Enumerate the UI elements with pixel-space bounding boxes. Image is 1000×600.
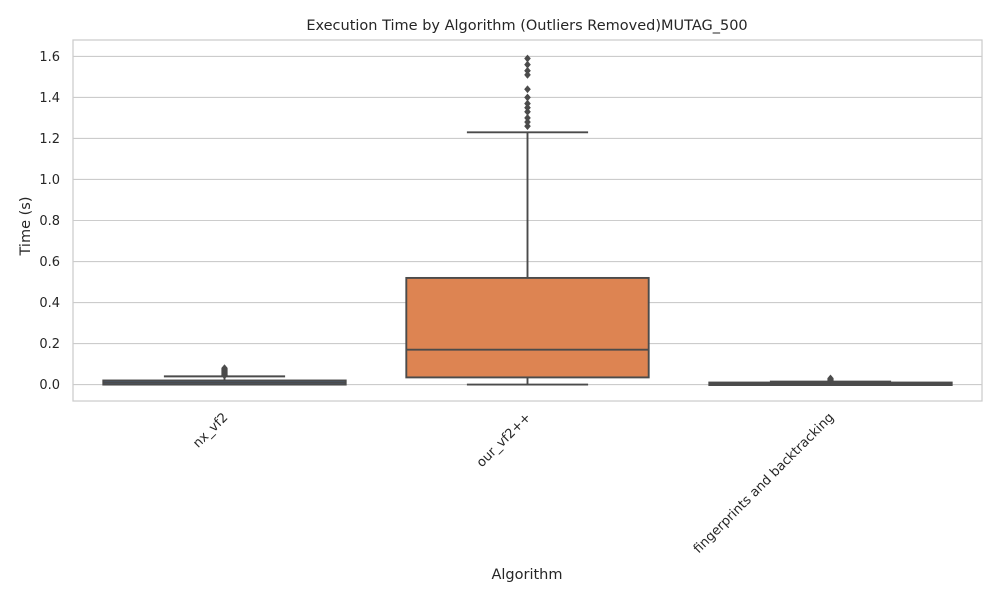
outlier-point xyxy=(524,103,531,112)
chart-title: Execution Time by Algorithm (Outliers Re… xyxy=(306,18,747,34)
y-tick-label: 0.6 xyxy=(39,255,60,270)
y-tick-label: 0.0 xyxy=(39,378,60,393)
y-tick-label: 1.6 xyxy=(39,50,60,65)
outlier-point xyxy=(524,118,531,127)
outlier-point xyxy=(524,113,531,122)
y-tick-label: 1.4 xyxy=(39,91,60,106)
outlier-point xyxy=(524,60,531,69)
plot-frame xyxy=(72,39,983,402)
outlier-point xyxy=(524,54,531,63)
outlier-point xyxy=(524,99,531,108)
boxes xyxy=(102,54,953,386)
outlier-point xyxy=(221,364,228,373)
box-nx-vf2 xyxy=(102,364,347,386)
box-fingerprints-and-backtracking xyxy=(708,374,953,386)
y-tick-label: 1.2 xyxy=(39,132,60,147)
y-tick-labels: 0.0 0.2 0.4 0.6 0.8 1.0 1.2 1.4 1.6 xyxy=(39,50,60,393)
y-tick-label: 1.0 xyxy=(39,173,60,188)
y-tick-label: 0.4 xyxy=(39,296,60,311)
outlier-point xyxy=(524,66,531,75)
outlier-point xyxy=(524,122,531,131)
outlier-point xyxy=(827,374,834,383)
box-body xyxy=(405,276,650,379)
y-tick-label: 0.8 xyxy=(39,214,60,229)
y-axis-label: Time (s) xyxy=(18,197,34,257)
x-axis-label: Algorithm xyxy=(491,567,562,583)
outlier-point xyxy=(524,107,531,116)
y-tick-label: 0.2 xyxy=(39,337,60,352)
outlier-point xyxy=(524,70,531,79)
outlier-point xyxy=(524,93,531,102)
outlier-point xyxy=(524,85,531,94)
box-our-vf2- xyxy=(405,54,650,386)
